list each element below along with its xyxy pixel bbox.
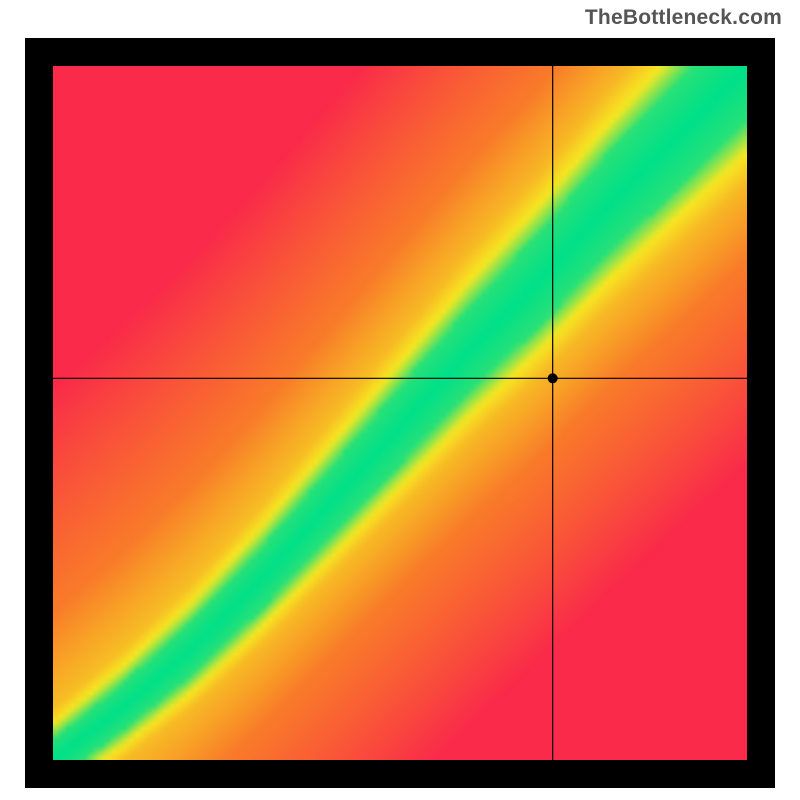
chart-container: TheBottleneck.com	[0, 0, 800, 800]
bottleneck-heatmap	[53, 66, 747, 760]
attribution-label: TheBottleneck.com	[585, 6, 782, 30]
